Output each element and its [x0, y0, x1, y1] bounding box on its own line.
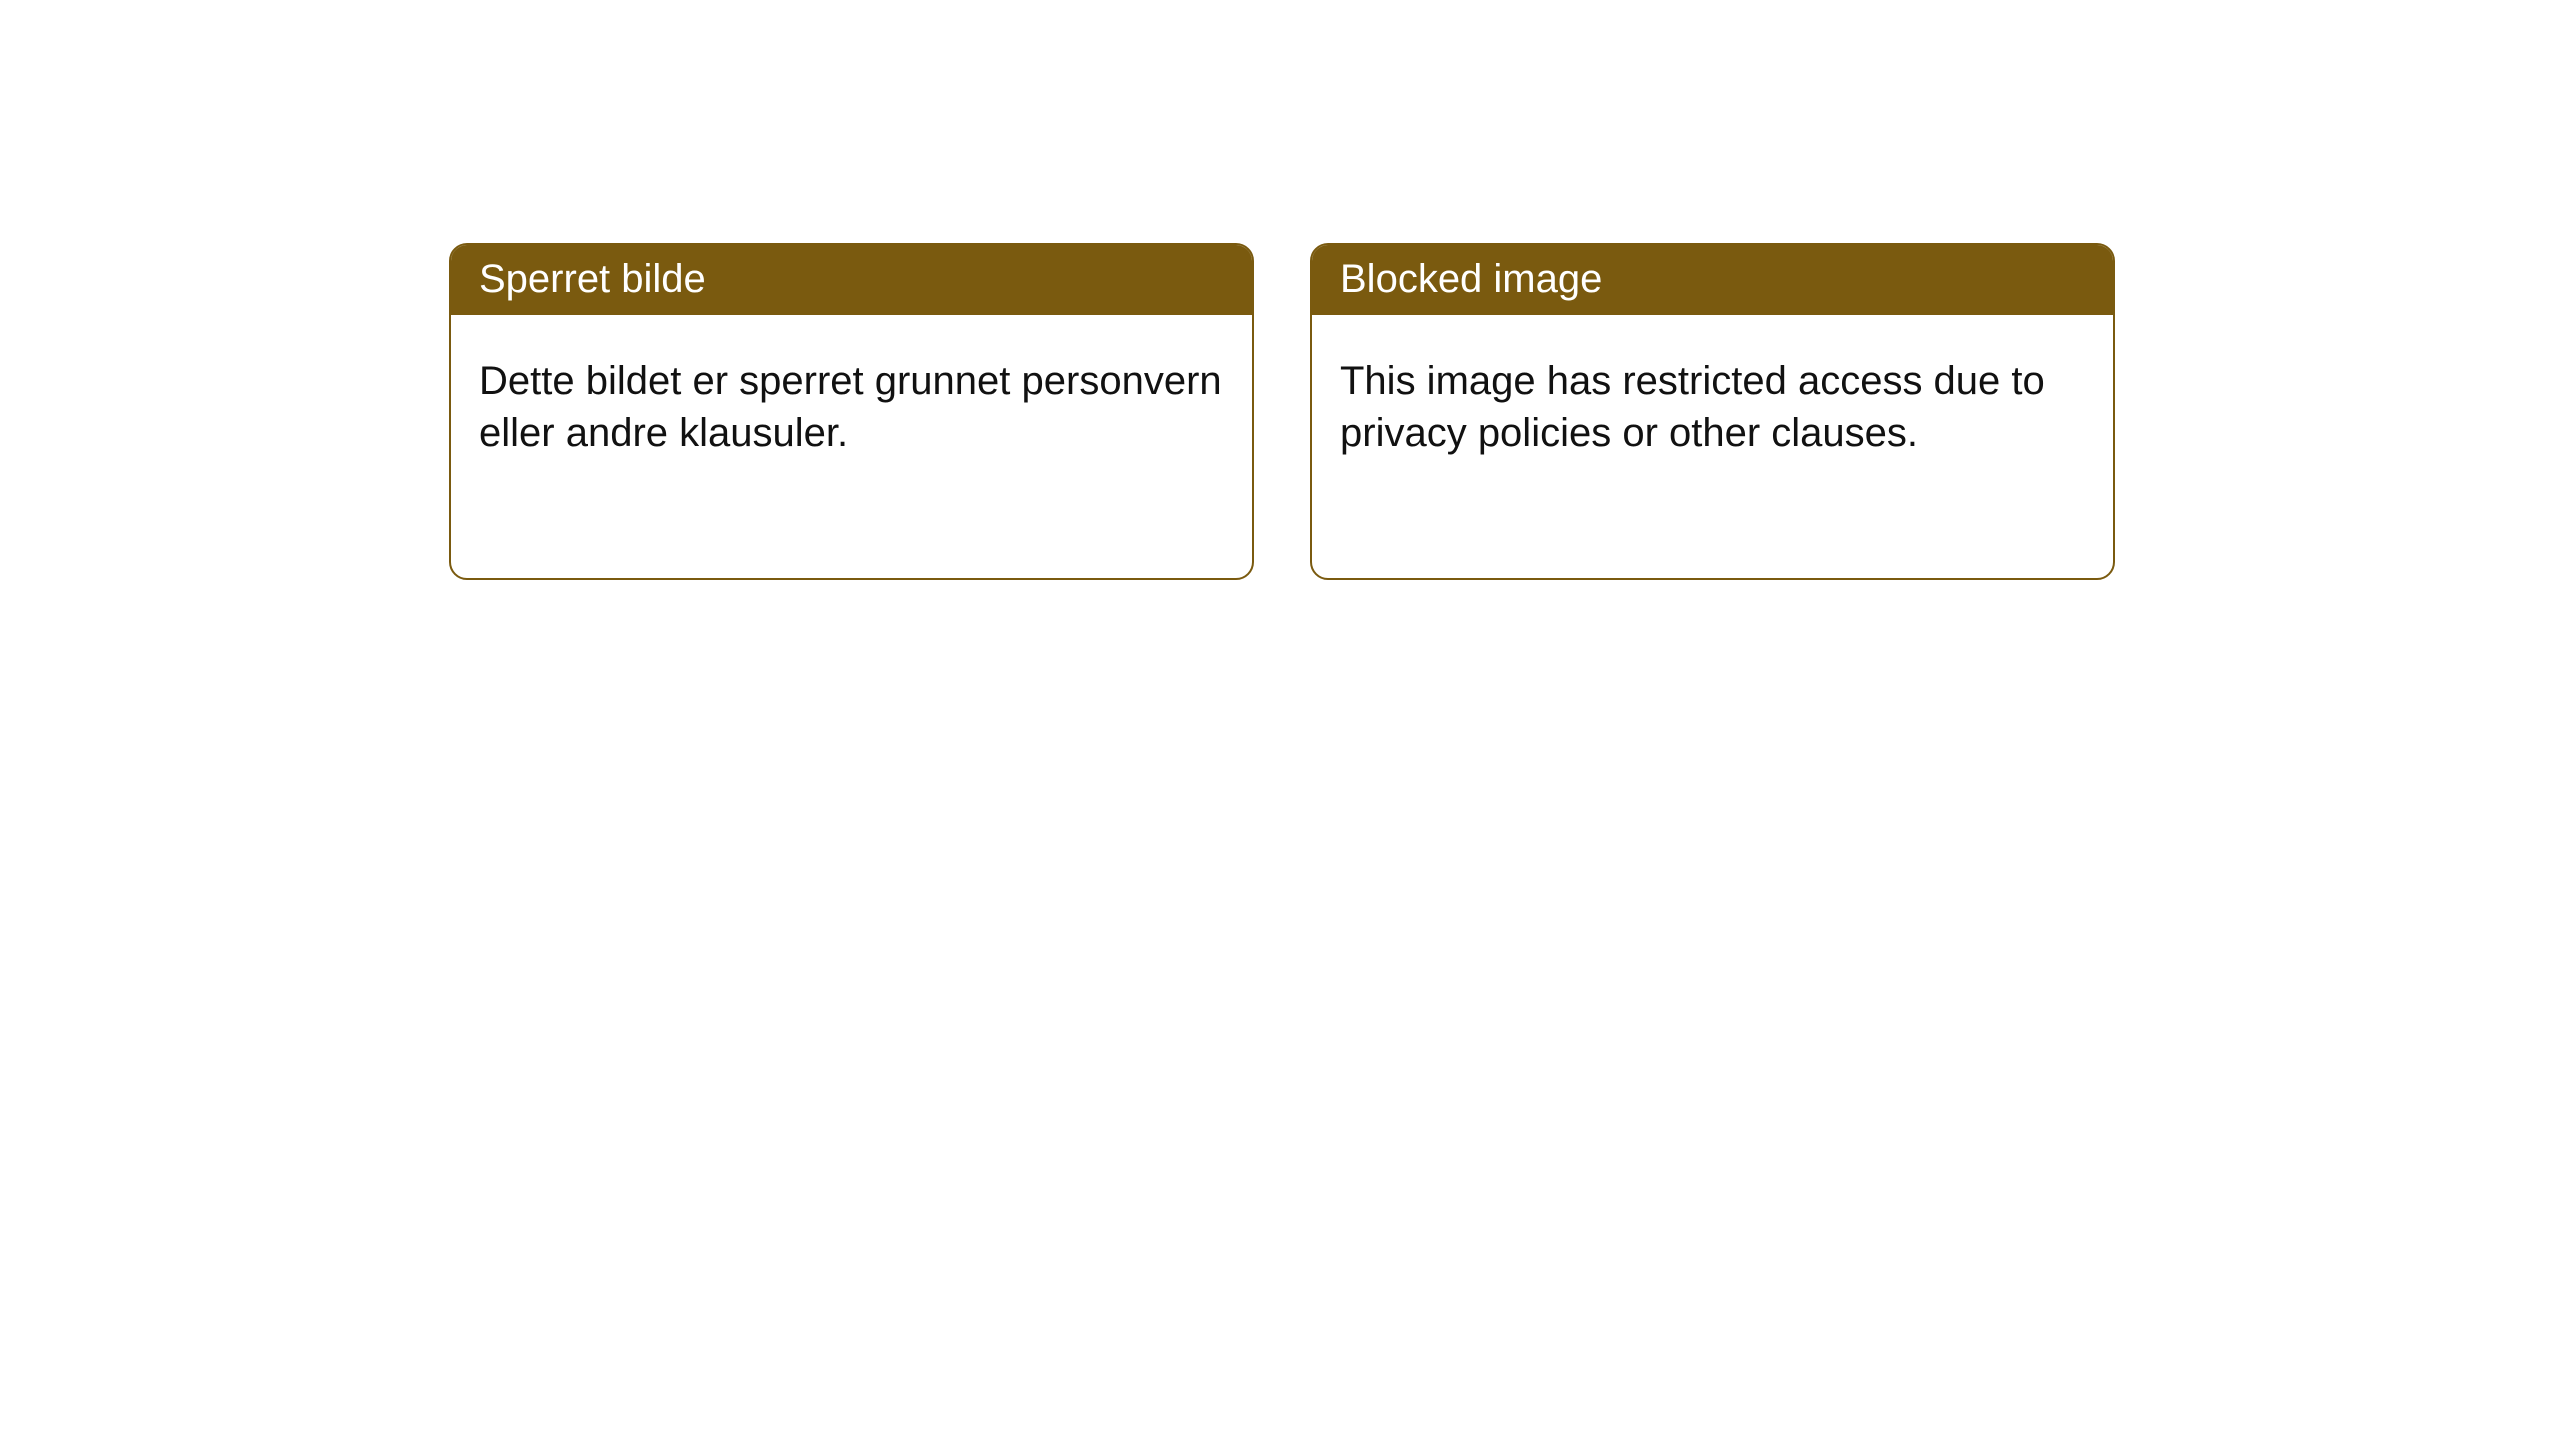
- notice-card-norwegian: Sperret bilde Dette bildet er sperret gr…: [449, 243, 1254, 580]
- notice-title-english: Blocked image: [1312, 245, 2113, 315]
- notice-card-english: Blocked image This image has restricted …: [1310, 243, 2115, 580]
- notice-body-english: This image has restricted access due to …: [1312, 315, 2113, 487]
- notice-title-norwegian: Sperret bilde: [451, 245, 1252, 315]
- notice-container: Sperret bilde Dette bildet er sperret gr…: [0, 0, 2560, 580]
- notice-body-norwegian: Dette bildet er sperret grunnet personve…: [451, 315, 1252, 487]
